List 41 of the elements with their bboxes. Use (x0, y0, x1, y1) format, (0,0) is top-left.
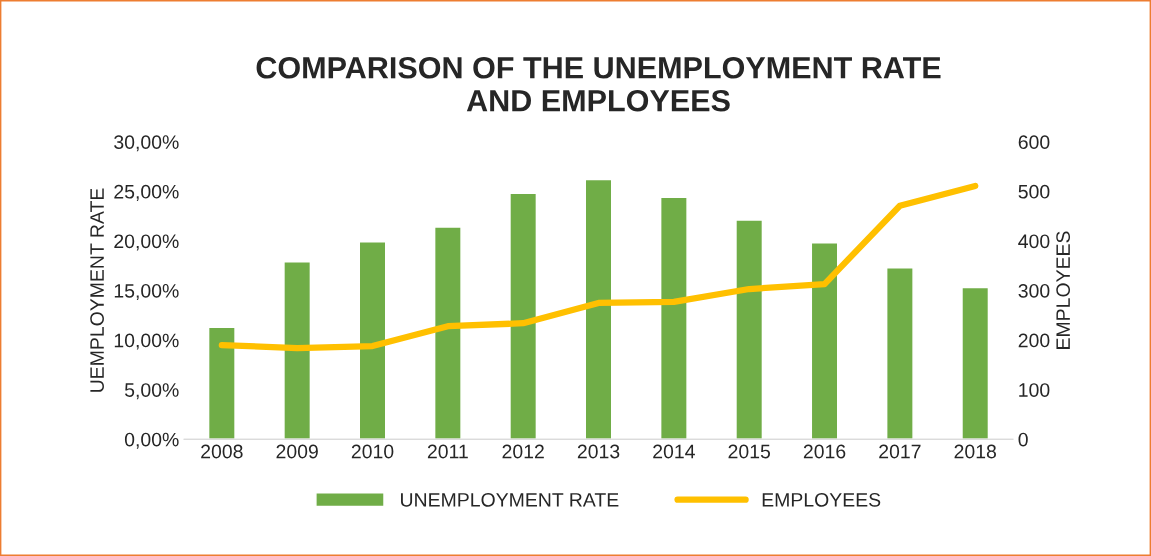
x-tick-label: 2011 (427, 444, 468, 459)
bar (961, 286, 990, 440)
x-tick-label: 2013 (577, 444, 620, 459)
x-tick-label: 2016 (803, 444, 846, 459)
x-tick-label: 2009 (276, 444, 318, 459)
y2-tick-label: 0 (1018, 432, 1028, 447)
x-tick-label: 2010 (351, 444, 394, 459)
chart-title: COMPARISON OF THE UNEMPLOYMENT RATE AND EMPLOYEES (256, 56, 941, 112)
bar (207, 326, 236, 440)
bar (509, 192, 538, 440)
x-tick-label: 2018 (954, 444, 996, 459)
y-tick-label: 15,00% (114, 283, 179, 301)
bar (885, 267, 914, 440)
y-tick-label: 0,00% (124, 432, 179, 449)
bar (735, 219, 764, 440)
y2-tick-label: 500 (1018, 184, 1050, 199)
y2-tick-label: 300 (1018, 283, 1050, 298)
x-tick-label: 2012 (502, 444, 544, 459)
y2-tick-label: 200 (1018, 333, 1050, 348)
bar (358, 241, 387, 440)
x-tick-label: 2014 (653, 444, 695, 459)
bar (659, 196, 688, 440)
x-tick-label: 2008 (201, 444, 243, 459)
bar (584, 178, 613, 440)
y2-tick-label: 600 (1018, 135, 1050, 150)
y2-tick-label: 400 (1018, 234, 1050, 249)
legend-label: UNEMPLOYMENT RATE (401, 492, 619, 507)
y2-axis-title: EMPLOYEES (1056, 231, 1071, 349)
bar (433, 226, 462, 440)
legend-label: EMPLOYEES (762, 492, 881, 507)
y-tick-label: 5,00% (124, 383, 179, 400)
x-tick-label: 2017 (879, 444, 921, 459)
bar (810, 242, 839, 440)
y-axis-title: UEMPLOYMENT RATE (90, 188, 104, 392)
bar (283, 261, 312, 440)
y-tick-label: 25,00% (114, 184, 179, 201)
y-tick-label: 10,00% (114, 333, 179, 350)
y2-tick-label: 100 (1019, 383, 1050, 397)
x-tick-label: 2015 (728, 444, 771, 459)
y-tick-label: 30,00% (114, 135, 179, 152)
y-tick-label: 20,00% (114, 234, 179, 251)
